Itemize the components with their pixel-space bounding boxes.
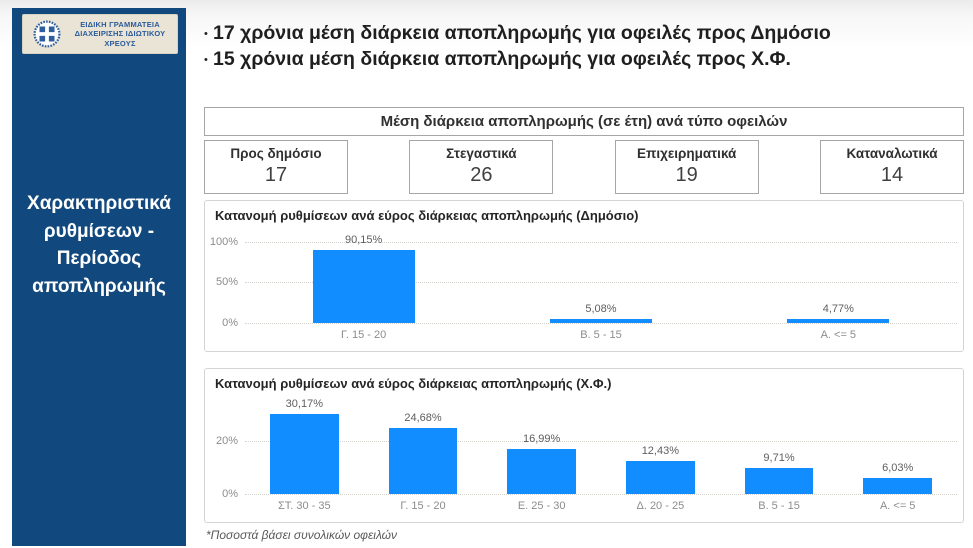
bar-slot: 16,99% <box>482 409 601 494</box>
agency-name: ΕΙΔΙΚΗ ΓΡΑΜΜΑΤΕΙΑ ΔΙΑΧΕΙΡΙΣΗΣ ΙΔΙΩΤΙΚΟΥ … <box>67 20 173 48</box>
x-axis-label: Γ. 15 - 20 <box>400 500 446 512</box>
gridline <box>245 241 957 243</box>
bar-slot: 4,77% <box>720 237 957 323</box>
agency-name-line: ΧΡΕΟΥΣ <box>104 38 136 48</box>
data-label: 12,43% <box>641 444 679 457</box>
data-label: 5,08% <box>585 302 617 315</box>
data-label: 90,15% <box>345 233 383 246</box>
chart-title: Κατανομή ρυθμίσεων ανά εύρος διάρκειας α… <box>215 208 639 223</box>
summary-cell-label: Προς δημόσιο <box>230 146 322 161</box>
key-point-text: 17 χρόνια μέση διάρκεια αποπληρωμής για … <box>213 22 831 44</box>
x-axis-label: ΣΤ. 30 - 35 <box>278 500 331 512</box>
bar-slot: 9,71% <box>720 409 839 494</box>
summary-cell-value: 26 <box>470 164 493 186</box>
plot-area: 90,15% 5,08% 4,77% <box>245 234 957 324</box>
key-point-text: 15 χρόνια μέση διάρκεια αποπληρωμής για … <box>213 48 791 70</box>
bar-slot: 6,03% <box>838 409 957 494</box>
x-axis-label: Β. 5 - 15 <box>580 329 622 341</box>
bar-Α. <= 5[interactable]: 6,03% <box>863 462 933 494</box>
summary-cell-value: 17 <box>264 164 288 186</box>
summary-cell-label: Καταναλωτικά <box>846 146 938 161</box>
gridline <box>245 440 957 442</box>
agency-name-line: ΕΙΔΙΚΗ ΓΡΑΜΜΑΤΕΙΑ <box>80 19 160 29</box>
summary-table-title: Μέση διάρκεια αποπληρωμής (σε έτη) ανά τ… <box>204 107 964 136</box>
y-tick-label: 0% <box>222 317 238 329</box>
bullet-icon: • <box>204 27 208 40</box>
greece-cross-emblem-icon <box>33 20 61 48</box>
bar-slot: 24,68% <box>364 409 483 494</box>
key-point: • 17 χρόνια μέση διάρκεια αποπληρωμής γι… <box>204 22 831 45</box>
bullet-icon: • <box>204 53 208 66</box>
x-axis-label: Α. <= 5 <box>820 329 857 341</box>
chart-panel-dimosio: Κατανομή ρυθμίσεων ανά εύρος διάρκειας α… <box>204 200 964 352</box>
x-axis: Γ. 15 - 20 Β. 5 - 15 Α. <= 5 <box>245 329 957 344</box>
summary-cell-stegastika: Στεγαστικά 26 <box>409 140 554 194</box>
data-label: 6,03% <box>882 461 914 474</box>
gridline <box>245 282 957 284</box>
sidebar: ΕΙΔΙΚΗ ΓΡΑΜΜΑΤΕΙΑ ΔΙΑΧΕΙΡΙΣΗΣ ΙΔΙΩΤΙΚΟΥ … <box>12 8 186 546</box>
chart-title: Κατανομή ρυθμίσεων ανά εύρος διάρκειας α… <box>215 376 612 391</box>
bar-ΣΤ. 30 - 35[interactable]: 30,17% <box>269 398 339 494</box>
x-axis: ΣΤ. 30 - 35 Γ. 15 - 20 Ε. 25 - 30 Δ. 20 - 2… <box>245 500 957 515</box>
y-axis: 0% 20% <box>205 409 245 500</box>
x-axis-label: Γ. 15 - 20 <box>341 329 387 341</box>
agency-logo: ΕΙΔΙΚΗ ΓΡΑΜΜΑΤΕΙΑ ΔΙΑΧΕΙΡΙΣΗΣ ΙΔΙΩΤΙΚΟΥ … <box>22 14 178 54</box>
x-axis-label: Α. <= 5 <box>879 500 916 512</box>
y-tick-label: 100% <box>209 235 238 248</box>
summary-cell-katanalotika: Καταναλωτικά 14 <box>819 140 964 194</box>
bar-slot: 5,08% <box>482 237 719 323</box>
data-label: 9,71% <box>763 452 795 465</box>
section-title: Χαρακτηριστικά ρυθμίσεων - Περίοδος αποπ… <box>27 193 171 297</box>
bar-Β. 5 - 15[interactable]: 5,08% <box>549 303 653 323</box>
x-axis-label: Ε. 25 - 30 <box>517 500 566 512</box>
bar-slot: 90,15% <box>245 234 482 323</box>
data-label: 24,68% <box>404 412 442 425</box>
key-point: • 15 χρόνια μέση διάρκεια αποπληρωμής γι… <box>204 48 831 71</box>
bar-Γ. 15 - 20[interactable]: 24,68% <box>388 412 458 494</box>
y-axis: 0% 50% 100% <box>205 235 245 329</box>
summary-table-row: Προς δημόσιο 17 Στεγαστικά 26 Επιχειρημα… <box>204 140 964 194</box>
data-label: 16,99% <box>523 432 561 445</box>
chart-panel-xf: Κατανομή ρυθμίσεων ανά εύρος διάρκειας α… <box>204 368 964 523</box>
footnote: *Ποσοστά βάσει συνολικών οφειλών <box>206 528 398 542</box>
agency-name-line: ΔΙΑΧΕΙΡΙΣΗΣ ΙΔΙΩΤΙΚΟΥ <box>74 29 166 39</box>
summary-cell-label: Επιχειρηματικά <box>636 146 737 161</box>
data-label: 4,77% <box>822 303 854 316</box>
summary-cell-pros-dimosio: Προς δημόσιο 17 <box>204 140 348 194</box>
summary-cell-value: 14 <box>880 164 904 186</box>
bar-Β. 5 - 15[interactable]: 9,71% <box>744 452 814 494</box>
summary-cell-value: 19 <box>675 164 698 186</box>
y-tick-label: 20% <box>215 434 238 447</box>
data-label: 30,17% <box>285 397 323 410</box>
bar-Δ. 20 - 25[interactable]: 12,43% <box>625 445 695 494</box>
key-points: • 17 χρόνια μέση διάρκεια αποπληρωμής γι… <box>204 22 831 74</box>
x-axis-label: Δ. 20 - 25 <box>636 500 685 512</box>
y-tick-label: 50% <box>215 276 238 289</box>
bar-slot: 30,17% <box>245 398 364 494</box>
gridline <box>245 323 957 324</box>
gridline <box>245 494 957 495</box>
summary-cell-label: Στεγαστικά <box>446 146 517 161</box>
summary-table: Μέση διάρκεια αποπληρωμής (σε έτη) ανά τ… <box>204 107 964 194</box>
bar-Α. <= 5[interactable]: 4,77% <box>787 303 890 323</box>
summary-cell-epixeirimatika: Επιχειρηματικά 19 <box>614 140 759 194</box>
y-tick-label: 0% <box>222 488 238 500</box>
plot-area: 30,17% 24,68% 16,99% 12,43% 9,71% 6,03% <box>245 398 957 495</box>
x-axis-label: Β. 5 - 15 <box>758 500 800 512</box>
bar-Ε. 25 - 30[interactable]: 16,99% <box>507 433 577 494</box>
main-content: • 17 χρόνια μέση διάρκεια αποπληρωμής γι… <box>204 0 964 548</box>
bar-Γ. 15 - 20[interactable]: 90,15% <box>312 234 415 323</box>
bar-slot: 12,43% <box>601 409 720 494</box>
